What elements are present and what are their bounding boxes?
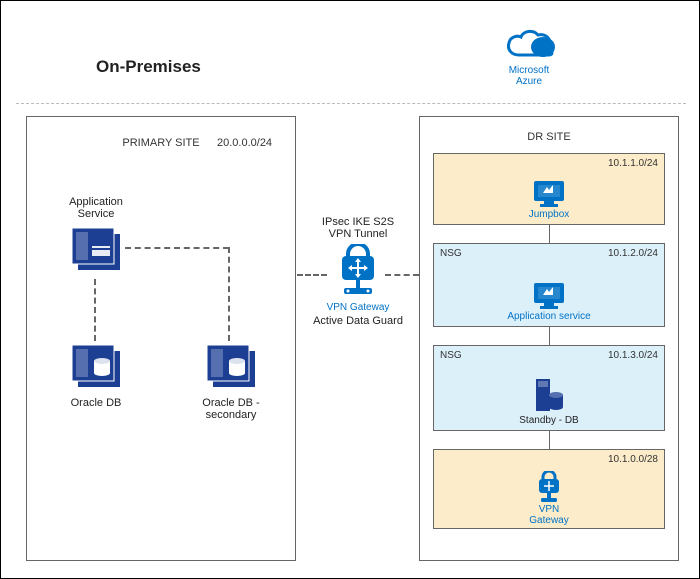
oracle-db-label: Oracle DB — [71, 397, 122, 409]
vpn-gateway-icon — [334, 244, 382, 300]
vpngw-subnet-label-2: Gateway — [529, 516, 568, 527]
oracle-db-secondary-node: Oracle DB - secondary — [181, 341, 281, 421]
db-nsg: NSG — [440, 350, 462, 361]
center-vpn-block: IPsec IKE S2S VPN Tunnel VPN Gateway Act… — [303, 216, 413, 327]
subnet-db: NSG 10.1.3.0/24 Standby - DB — [433, 345, 665, 431]
conn-vpn-drsite — [385, 274, 419, 276]
conn-app-db1 — [94, 279, 96, 341]
jumpbox-label: Jumpbox — [529, 209, 570, 220]
azure-label-2: Azure — [516, 76, 542, 87]
conn-app-db — [549, 327, 550, 345]
active-data-guard-label: Active Data Guard — [313, 315, 403, 327]
server-stack-icon — [68, 224, 124, 274]
db-server-icon — [68, 341, 124, 391]
vm-icon-2 — [532, 281, 566, 311]
db-server-icon-2 — [203, 341, 259, 391]
conn-app-db2-v — [228, 247, 230, 341]
onprem-heading: On-Premises — [96, 57, 201, 77]
conn-db-vpn — [549, 431, 550, 449]
subnet-app: NSG 10.1.2.0/24 Application service — [433, 243, 665, 327]
oracle-db-secondary-label: Oracle DB - secondary — [186, 397, 276, 421]
app-service-label: Application Service — [51, 196, 141, 220]
subnet-jumpbox: 10.1.1.0/24 Jumpbox — [433, 153, 665, 225]
primary-site-cidr: 20.0.0.0/24 — [217, 137, 272, 149]
azure-cloud: Microsoft Azure — [489, 25, 569, 87]
primary-site-box: PRIMARY SITE 20.0.0.0/24 — [26, 116, 296, 561]
ipsec-label-2: VPN Tunnel — [329, 228, 388, 240]
cloud-icon — [501, 25, 557, 65]
db-subnet-label: Standby - DB — [519, 415, 578, 426]
db-vm-icon — [532, 377, 566, 415]
subnet-vpn: 10.1.0.0/28 VPN Gateway — [433, 449, 665, 529]
vm-icon — [532, 179, 566, 209]
azure-label-1: Microsoft — [509, 65, 550, 76]
oracle-db-node: Oracle DB — [51, 341, 141, 409]
app-service-node: Application Service — [51, 196, 141, 274]
divider-dashed — [16, 103, 686, 104]
dr-site-label: DR SITE — [420, 131, 678, 143]
vpn-gateway-icon-small — [534, 471, 564, 505]
jumpbox-cidr: 10.1.1.0/24 — [608, 158, 658, 169]
app-nsg: NSG — [440, 248, 462, 259]
app-subnet-label: Application service — [507, 311, 590, 322]
vpngw-subnet-label-1: VPN — [539, 505, 560, 516]
ipsec-label-1: IPsec IKE S2S — [322, 216, 394, 228]
conn-jb-app — [549, 225, 550, 243]
conn-app-db2-h — [125, 247, 229, 249]
db-cidr: 10.1.3.0/24 — [608, 350, 658, 361]
vpngw-cidr: 10.1.0.0/28 — [608, 454, 658, 465]
vpn-gateway-label: VPN Gateway — [327, 302, 390, 313]
app-cidr: 10.1.2.0/24 — [608, 248, 658, 259]
